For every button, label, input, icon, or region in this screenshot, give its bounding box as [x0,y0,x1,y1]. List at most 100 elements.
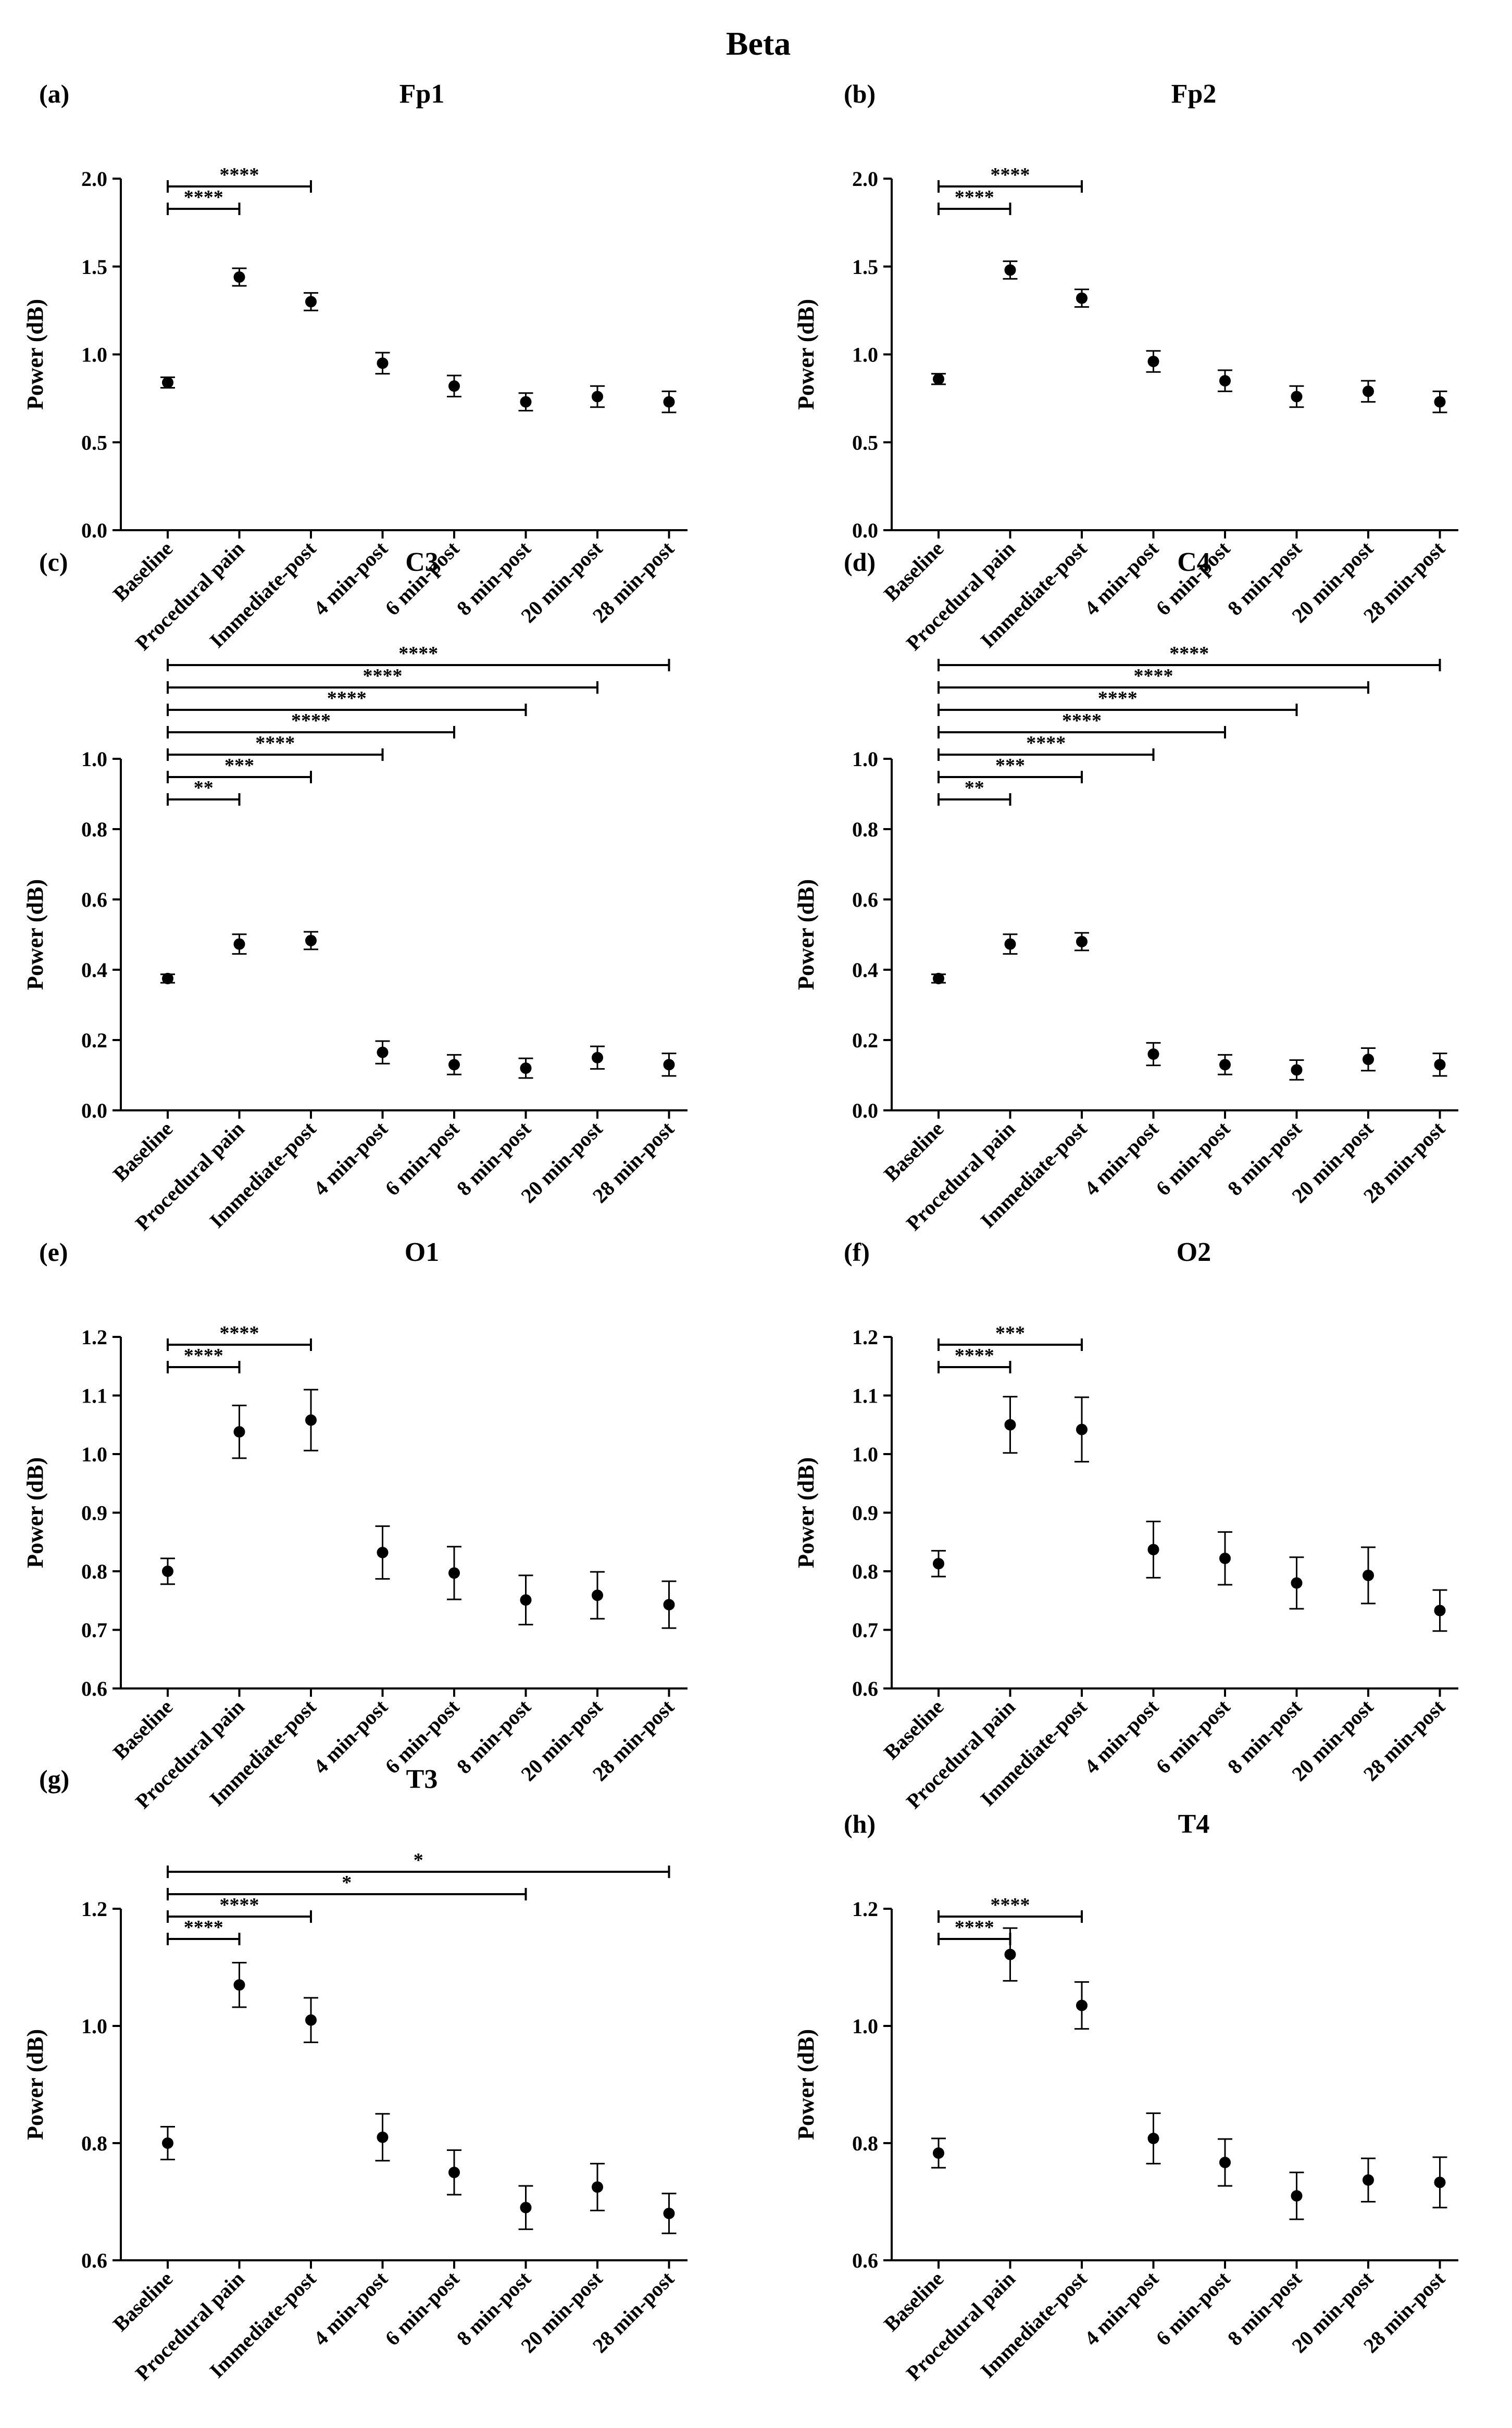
data-point [162,2137,173,2149]
y-tick-label: 1.0 [852,343,878,367]
data-point [1219,1553,1231,1565]
significance-label: **** [220,1894,259,1916]
y-tick-label: 1.0 [852,2014,878,2038]
x-tick-label: Baseline [108,1695,177,1764]
y-tick-label: 1.2 [81,1897,107,1921]
significance-label: ** [965,777,984,799]
y-tick-label: 0.8 [852,1560,878,1583]
y-tick-label: 0.6 [81,2249,107,2272]
panel-title: O1 [405,1237,439,1267]
data-point [1147,1048,1159,1060]
data-point [520,396,532,408]
y-tick-label: 1.1 [852,1384,878,1408]
data-point [1291,1064,1303,1076]
y-tick-label: 0.6 [852,888,878,911]
data-point [520,1062,532,1074]
data-point [1219,2157,1231,2169]
y-tick-label: 1.0 [852,747,878,771]
y-tick-label: 1.2 [81,1325,107,1349]
significance-label: **** [1062,710,1102,732]
significance-label: **** [291,710,331,732]
x-tick-label: Baseline [879,537,948,606]
y-axis-title: Power (dB) [22,1457,48,1568]
y-axis-title: Power (dB) [793,879,819,990]
data-point [448,1567,460,1579]
x-tick-label: Baseline [879,1695,948,1764]
significance-label: **** [398,643,438,665]
y-tick-label: 0.5 [852,431,878,454]
significance-label: **** [363,665,403,687]
y-tick-label: 0.6 [81,888,107,911]
significance-label: **** [184,186,223,208]
significance-label: *** [995,755,1025,777]
significance-label: * [414,1849,423,1871]
significance-label: **** [1134,665,1173,687]
data-point [1004,938,1016,950]
x-tick-label: Baseline [108,2267,177,2336]
y-tick-label: 0.8 [852,2132,878,2155]
data-point [1363,2174,1374,2186]
panel-f: (f) O2 0.6 0.7 0.8 0.9 1.0 1.1 1.2 Power (dB) Base… [793,1237,1458,1813]
y-axis-title: Power (dB) [22,2029,48,2140]
y-tick-label: 0.6 [852,2249,878,2272]
panel-title: O2 [1177,1237,1211,1267]
y-tick-label: 0.0 [852,519,878,542]
y-tick-label: 2.0 [852,167,878,191]
data-point [1363,1569,1374,1581]
y-tick-label: 0.8 [81,818,107,841]
significance-label: **** [955,1917,994,1938]
significance-label: * [342,1872,352,1894]
data-point [1434,1605,1446,1617]
x-tick-label: 4 min-post [309,1695,392,1778]
y-tick-label: 0.7 [81,1619,107,1642]
data-point [1291,391,1303,403]
y-tick-label: 0.0 [81,1099,107,1122]
panel-label: (h) [844,1809,876,1838]
significance-label: **** [184,1345,223,1367]
y-axis-title: Power (dB) [793,2029,819,2140]
data-point [592,1590,603,1601]
x-tick-label: 4 min-post [309,1117,392,1200]
panel-c: (c) C3 0.0 0.2 0.4 0.6 0.8 1.0 Power (dB) Baselin… [22,547,688,1235]
y-tick-label: 0.5 [81,431,107,454]
data-point [520,2201,532,2213]
data-point [1363,1054,1374,1066]
data-point [1004,1419,1016,1431]
data-point [592,391,603,403]
data-point [520,1594,532,1606]
significance-label: ** [194,777,214,799]
significance-label: **** [1026,732,1066,754]
significance-label: **** [991,1894,1030,1916]
y-tick-label: 0.9 [852,1501,878,1525]
panel-label: (b) [844,79,876,108]
panel-d: (d) C4 0.0 0.2 0.4 0.6 0.8 1.0 Power (dB) Baselin… [793,547,1458,1235]
data-point [162,972,173,984]
panel-title: C3 [405,547,439,577]
y-tick-label: 0.0 [852,1099,878,1122]
data-point [1076,1423,1088,1435]
data-point [1004,264,1016,276]
panel-label: (g) [39,1764,69,1794]
y-axis-title: Power (dB) [793,1457,819,1568]
significance-label: **** [955,1345,994,1367]
data-point [1076,1999,1088,2011]
data-point [663,1059,675,1071]
data-point [933,2147,944,2159]
y-tick-label: 0.2 [81,1029,107,1052]
data-point [592,1052,603,1063]
data-point [1291,1577,1303,1589]
significance-label: **** [255,732,295,754]
panel-title: Fp2 [1171,79,1217,109]
data-point [592,2181,603,2193]
x-tick-label: Baseline [108,537,177,606]
significance-label: **** [991,164,1030,186]
x-tick-label: Baseline [879,2267,948,2336]
x-tick-label: 4 min-post [1080,1695,1163,1778]
data-point [1219,375,1231,387]
y-tick-label: 0.6 [81,1677,107,1700]
data-point [933,972,944,984]
data-point [1291,2190,1303,2202]
y-tick-label: 1.5 [852,255,878,279]
